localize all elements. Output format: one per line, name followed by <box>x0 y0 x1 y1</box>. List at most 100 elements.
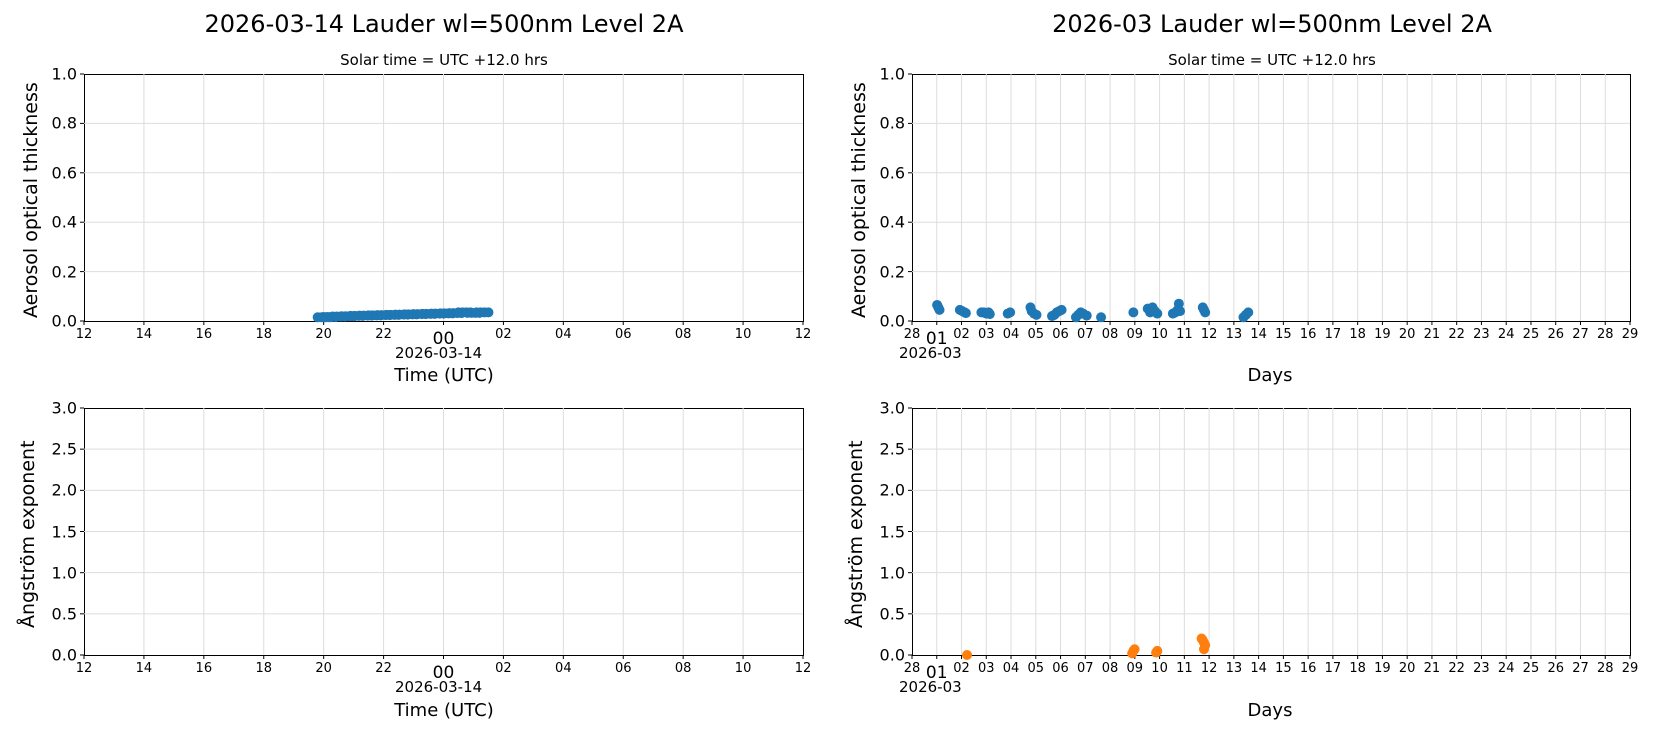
y-tick-label: 1.0 <box>879 64 905 84</box>
x-tick-label: 08 <box>674 661 692 676</box>
x-tick-label: 21 <box>1423 327 1441 342</box>
y-tick-label: 0.5 <box>51 604 77 624</box>
x-tick-label: 12 <box>1200 661 1218 676</box>
days-month-label-top: 2026-03 <box>899 344 962 362</box>
y-tick-label: 0.0 <box>51 311 77 331</box>
x-tick-label: 27 <box>1572 327 1589 342</box>
x-tick-label: 20 <box>315 661 332 676</box>
x-tick-label: 10 <box>1151 327 1168 342</box>
y-tick-label: 1.5 <box>51 522 77 541</box>
time-date-label-top: 2026-03-14 <box>395 344 483 362</box>
y-tick-label: 0.0 <box>51 645 77 665</box>
x-tick-label: 02 <box>953 661 970 676</box>
y-tick-label: 1.0 <box>51 64 77 84</box>
x-tick-label: 22 <box>375 661 392 676</box>
left-subtitle: Solar time = UTC +12.0 hrs <box>340 51 548 69</box>
x-tick-label: 06 <box>1052 661 1069 676</box>
y-tick-label: 0.8 <box>879 113 905 133</box>
left-figure-title: 2026-03-14 Lauder wl=500nm Level 2A <box>204 10 684 38</box>
x-tick-label: 07 <box>1077 327 1094 342</box>
x-tick-label: 12 <box>1200 327 1218 342</box>
x-tick-label: 01 <box>925 329 948 349</box>
x-tick-label: 14 <box>135 327 153 342</box>
x-tick-label: 14 <box>1250 327 1267 342</box>
y-tick-label: 0.6 <box>879 163 905 183</box>
x-tick-label: 19 <box>1374 661 1391 676</box>
x-tick-label: 08 <box>1101 327 1119 342</box>
x-tick-label: 10 <box>734 661 752 676</box>
x-tick-label: 01 <box>925 663 948 683</box>
x-tick-label: 07 <box>1077 661 1094 676</box>
x-tick-label: 17 <box>1324 661 1342 676</box>
x-tick-label: 22 <box>1448 661 1465 676</box>
y-tick-label: 0.0 <box>879 311 905 331</box>
y-tick-label: 0.4 <box>51 212 77 232</box>
y-tick-label: 0.0 <box>879 645 905 665</box>
x-tick-label: 16 <box>195 327 213 342</box>
x-tick-label: 23 <box>1473 327 1490 342</box>
right-subtitle: Solar time = UTC +12.0 hrs <box>1168 51 1376 69</box>
x-tick-label: 02 <box>953 327 970 342</box>
x-tick-label: 28 <box>903 327 921 342</box>
x-tick-label: 18 <box>1349 327 1366 342</box>
y-tick-label: 2.5 <box>51 439 77 459</box>
x-tick-label: 28 <box>1596 661 1614 676</box>
x-tick-label: 23 <box>1473 661 1490 676</box>
x-tick-label: 09 <box>1126 327 1144 342</box>
x-tick-label: 20 <box>315 327 332 342</box>
x-tick-label: 22 <box>1448 327 1465 342</box>
right-figure-title: 2026-03 Lauder wl=500nm Level 2A <box>1052 10 1492 38</box>
x-tick-label: 03 <box>977 327 995 342</box>
y-tick-label: 1.0 <box>51 563 77 583</box>
x-tick-label: 09 <box>1126 661 1144 676</box>
x-tick-label: 02 <box>495 661 512 676</box>
x-tick-label: 04 <box>1002 327 1020 342</box>
y-tick-label: 0.5 <box>879 604 905 624</box>
y-tick-label: 2.5 <box>879 439 905 459</box>
x-tick-label: 15 <box>1275 661 1292 676</box>
x-tick-label: 00 <box>432 663 455 683</box>
x-tick-label: 25 <box>1522 661 1540 676</box>
x-tick-label: 12 <box>75 327 93 342</box>
x-tick-label: 26 <box>1547 327 1564 342</box>
x-tick-label: 13 <box>1225 327 1243 342</box>
y-tick-label: 1.5 <box>879 522 905 541</box>
x-tick-label: 18 <box>255 327 273 342</box>
y-tick-label: 0.6 <box>51 163 77 183</box>
x-tick-label: 11 <box>1176 661 1193 676</box>
y-tick-label: 0.2 <box>879 262 905 282</box>
x-tick-label: 08 <box>674 327 692 342</box>
x-tick-label: 17 <box>1324 327 1342 342</box>
x-tick-label: 12 <box>75 661 93 676</box>
x-tick-label: 13 <box>1225 661 1243 676</box>
y-tick-label: 1.0 <box>879 563 905 583</box>
time-xlabel-top: Time (UTC) <box>394 365 494 386</box>
x-tick-label: 15 <box>1275 327 1292 342</box>
x-tick-label: 00 <box>432 329 455 349</box>
x-tick-label: 27 <box>1572 661 1589 676</box>
x-tick-label: 20 <box>1398 327 1416 342</box>
x-tick-label: 08 <box>1101 661 1119 676</box>
x-tick-label: 29 <box>1621 327 1639 342</box>
y-tick-label: 0.8 <box>51 113 77 133</box>
days-xlabel-bottom: Days <box>1247 700 1293 721</box>
x-tick-label: 21 <box>1423 661 1441 676</box>
y-tick-label: 2.0 <box>879 480 905 500</box>
x-tick-label: 22 <box>375 327 392 342</box>
x-tick-label: 05 <box>1027 327 1045 342</box>
x-tick-label: 29 <box>1621 661 1639 676</box>
time-xlabel-bottom: Time (UTC) <box>394 700 494 721</box>
y-tick-label: 0.2 <box>51 262 77 282</box>
x-tick-label: 10 <box>734 327 752 342</box>
y-tick-label: 3.0 <box>879 398 905 418</box>
x-tick-label: 03 <box>977 661 995 676</box>
x-tick-label: 12 <box>794 661 812 676</box>
time-date-label-bottom: 2026-03-14 <box>395 678 483 696</box>
y-tick-label: 3.0 <box>51 398 77 418</box>
y-tick-label: 2.0 <box>51 480 77 500</box>
x-tick-label: 06 <box>614 661 632 676</box>
y-tick-label: 0.4 <box>879 212 905 232</box>
aot-monthly-plot <box>912 74 1631 322</box>
days-xlabel-top: Days <box>1247 365 1293 386</box>
